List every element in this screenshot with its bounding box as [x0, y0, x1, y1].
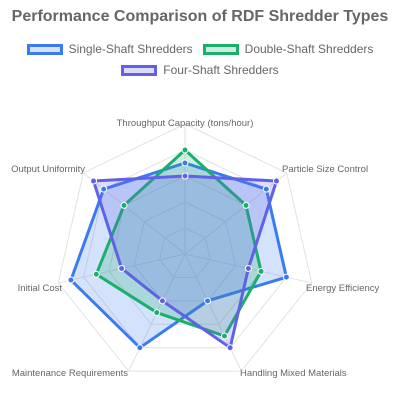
legend-label: Double-Shaft Shredders	[244, 42, 374, 56]
data-point[interactable]	[90, 177, 98, 185]
data-point[interactable]	[242, 201, 250, 209]
legend-swatch	[26, 43, 63, 55]
data-point[interactable]	[136, 344, 144, 352]
data-point[interactable]	[244, 264, 252, 272]
grid-spoke	[83, 172, 186, 255]
data-point[interactable]	[92, 270, 100, 278]
axis-label: Handling Mixed Materials	[240, 368, 347, 379]
grid-spoke	[184, 253, 242, 372]
data-point[interactable]	[181, 146, 189, 154]
series-area	[92, 174, 278, 350]
axis-label: Throughput Capacity (tons/hour)	[117, 118, 254, 129]
series-area	[94, 148, 263, 338]
axis-label: Maintenance Requirements	[12, 368, 128, 379]
legend-label: Four-Shaft Shredders	[163, 63, 279, 77]
data-point[interactable]	[181, 172, 189, 180]
data-point[interactable]	[67, 276, 75, 284]
axis-label: Particle Size Control	[282, 164, 368, 175]
grid-ring	[57, 123, 313, 372]
data-point[interactable]	[158, 297, 166, 305]
data-point[interactable]	[100, 185, 108, 193]
legend-item[interactable]: Single-Shaft Shredders	[26, 42, 193, 56]
data-point[interactable]	[153, 309, 161, 317]
data-point[interactable]	[282, 273, 290, 281]
legend-label: Single-Shaft Shredders	[68, 42, 193, 56]
legend: Single-Shaft Shredders Double-Shaft Shred…	[10, 42, 390, 77]
axis-label: Initial Cost	[18, 283, 63, 294]
data-point[interactable]	[226, 344, 234, 352]
grid-ring	[159, 227, 211, 278]
data-point[interactable]	[118, 264, 126, 272]
data-point[interactable]	[181, 159, 189, 167]
data-point[interactable]	[257, 267, 265, 275]
axis-label: Energy Efficiency	[306, 283, 379, 294]
legend-swatch	[121, 64, 158, 76]
data-point[interactable]	[204, 297, 212, 305]
chart-title: Performance Comparison of RDF Shredder T…	[11, 8, 389, 25]
grid-ring	[133, 201, 237, 302]
axis-label: Output Uniformity	[11, 164, 85, 175]
data-point[interactable]	[262, 185, 270, 193]
legend-item[interactable]: Four-Shaft Shredders	[121, 63, 279, 77]
legend-swatch	[202, 43, 239, 55]
grid-spoke	[184, 172, 287, 255]
data-point[interactable]	[120, 201, 128, 209]
data-point[interactable]	[220, 332, 228, 340]
legend-item[interactable]: Double-Shaft Shredders	[202, 42, 374, 56]
data-point[interactable]	[272, 177, 280, 185]
